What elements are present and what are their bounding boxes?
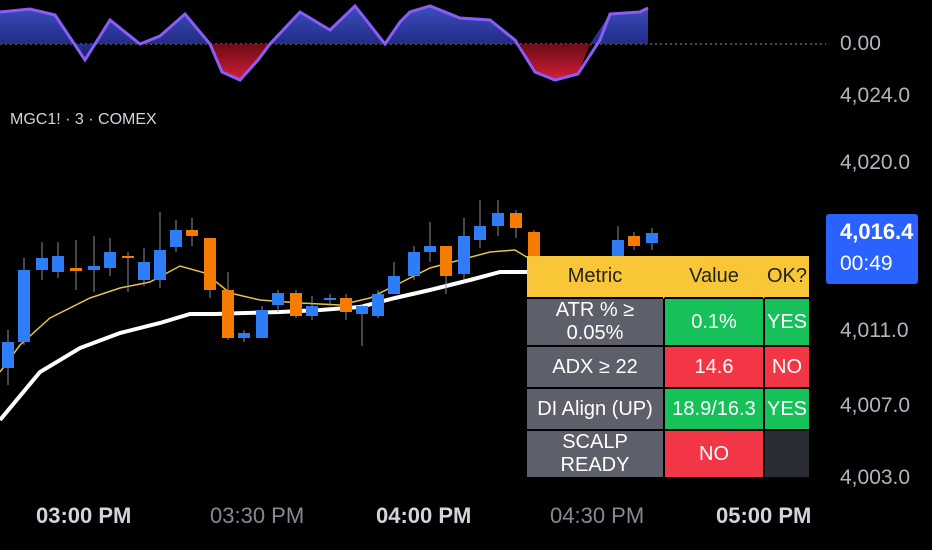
- oscillator-pane: [0, 3, 826, 82]
- candle-up: [646, 233, 658, 243]
- time-axis-label: 05:00 PM: [716, 503, 812, 528]
- candle-up: [458, 236, 470, 274]
- status-row-atr: ATR % ≥ 0.05% 0.1% YES: [527, 299, 809, 347]
- candle-down: [204, 238, 216, 290]
- header-value: Value: [663, 256, 763, 299]
- candle-down: [340, 298, 352, 312]
- candle-up: [2, 342, 14, 368]
- status-table-header: Metric Value OK?: [527, 256, 809, 299]
- last-price-value: 4,016.4: [840, 219, 914, 244]
- symbol-legend[interactable]: MGC1! · 3 · COMEX: [10, 111, 157, 128]
- candle-down: [70, 268, 82, 271]
- candle-up: [154, 250, 166, 280]
- candle-up: [170, 230, 182, 247]
- candle-up: [272, 293, 284, 305]
- candle-up: [306, 306, 318, 316]
- status-row-di-align: DI Align (UP) 18.9/16.3 YES: [527, 389, 809, 431]
- last-price-badge: 4,016.4 00:49: [826, 214, 918, 284]
- oscillator-zero-label: 0.00: [840, 32, 881, 55]
- candle-up: [18, 270, 30, 342]
- status-row-adx: ADX ≥ 22 14.6 NO: [527, 347, 809, 389]
- price-axis-label: 4,007.0: [840, 394, 911, 417]
- candle-up: [256, 310, 268, 338]
- candle-up: [104, 252, 116, 268]
- candle-up: [324, 298, 336, 300]
- candle-up: [88, 266, 100, 270]
- candle-down: [222, 290, 234, 338]
- candle-down: [186, 230, 198, 236]
- price-axis-label: 4,003.0: [840, 466, 911, 489]
- candle-up: [408, 252, 420, 276]
- header-ok: OK?: [763, 256, 809, 299]
- metric-cell: ADX ≥ 22: [527, 347, 663, 389]
- ok-cell: YES: [763, 299, 809, 347]
- candle-up: [52, 256, 64, 272]
- scalp-status-table: Metric Value OK? ATR % ≥ 0.05% 0.1% YES …: [527, 256, 809, 479]
- price-axis-label: 4,011.0: [840, 319, 909, 342]
- candle-down: [290, 293, 302, 316]
- metric-cell: DI Align (UP): [527, 389, 663, 431]
- oscillator-line: [0, 3, 649, 82]
- oscillator-positive-fill: [0, 6, 648, 60]
- candle-up: [238, 333, 250, 338]
- time-axis-label: 04:00 PM: [376, 503, 472, 528]
- candle-down: [440, 246, 452, 276]
- candle-down: [122, 256, 134, 258]
- value-cell: 14.6: [663, 347, 763, 389]
- bar-countdown: 00:49: [840, 252, 893, 275]
- time-axis-label: 03:00 PM: [36, 503, 132, 528]
- candle-up: [388, 276, 400, 294]
- metric-cell: ATR % ≥ 0.05%: [527, 299, 663, 347]
- candle-down: [510, 213, 522, 228]
- oscillator-negative-fill: [210, 44, 590, 80]
- candle-up: [492, 213, 504, 226]
- time-axis-label: 03:30 PM: [210, 503, 305, 528]
- ok-cell: NO: [763, 347, 809, 389]
- metric-cell: SCALP READY: [527, 431, 663, 479]
- candle-down: [628, 236, 640, 246]
- candle-up: [36, 258, 48, 270]
- value-cell: 0.1%: [663, 299, 763, 347]
- candle-up: [372, 294, 384, 316]
- price-axis-label: 4,024.0: [840, 84, 911, 107]
- candle-up: [138, 262, 150, 280]
- candle-up: [424, 246, 436, 252]
- time-axis-label: 04:30 PM: [550, 503, 645, 528]
- candle-up: [356, 306, 368, 314]
- candlestick-series: [2, 200, 658, 385]
- ok-cell: YES: [763, 389, 809, 431]
- header-metric: Metric: [527, 256, 663, 299]
- ok-cell: [763, 431, 809, 479]
- status-row-scalp-ready: SCALP READY NO: [527, 431, 809, 479]
- value-cell: 18.9/16.3: [663, 389, 763, 431]
- price-axis-label: 4,020.0: [840, 151, 911, 174]
- candle-up: [474, 226, 486, 240]
- value-cell: NO: [663, 431, 763, 479]
